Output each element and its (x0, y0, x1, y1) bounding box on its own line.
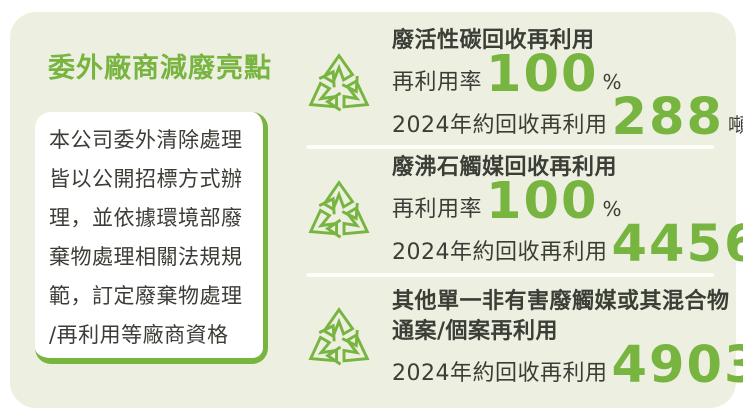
amount-line: 2024年約回收再利用 4903 噸 (392, 335, 743, 395)
rate-value: 100 (486, 171, 599, 231)
amount-label: 2024年約回收再利用 (392, 112, 608, 138)
amount-label: 2024年約回收再利用 (392, 360, 608, 386)
amount-label: 2024年約回收再利用 (392, 239, 608, 265)
recycle-icon (296, 165, 382, 257)
recycle-icon (296, 292, 382, 384)
section-divider (306, 272, 714, 277)
stat-title: 廢活性碳回收再利用 (392, 27, 595, 53)
rate-unit: % (602, 69, 622, 94)
stat-section-zeolite-catalyst: 廢沸石觸媒回收再利用 再利用率 100 % 2024年約回收再利用 4456 噸 (296, 149, 743, 272)
stat-section-other-catalyst: 其他單一非有害廢觸媒或其混合物 通案/個案再利用 2024年約回收再利用 490… (296, 277, 743, 400)
amount-value: 4903 (611, 335, 743, 395)
page-title: 委外廠商減廢亮點 (48, 53, 272, 84)
amount-value: 288 (611, 87, 724, 147)
rate-label: 再利用率 (392, 69, 483, 95)
recycle-icon (296, 38, 382, 130)
rate-value: 100 (486, 44, 599, 104)
rate-line: 再利用率 100 % (392, 44, 743, 104)
rate-label: 再利用率 (392, 196, 483, 222)
stat-title: 廢沸石觸媒回收再利用 (392, 154, 618, 180)
rate-line: 再利用率 100 % (392, 171, 743, 231)
rate-unit: % (602, 196, 622, 221)
amount-unit: 噸 (727, 112, 743, 137)
amount-value: 4456 (611, 214, 743, 274)
amount-line: 2024年約回收再利用 288 噸 (392, 87, 743, 147)
section-divider (306, 145, 714, 150)
description-text: 本公司委外清除處理 皆以公開招標方式辦 理，並依據環境部廢 棄物處理相關法規規 … (49, 128, 243, 347)
stat-text-block: 廢沸石觸媒回收再利用 再利用率 100 % 2024年約回收再利用 4456 噸 (392, 153, 743, 274)
stat-title-line2: 通案/個案再利用 (392, 318, 559, 344)
stat-text-block: 其他單一非有害廢觸媒或其混合物 通案/個案再利用 2024年約回收再利用 490… (392, 287, 743, 395)
amount-line: 2024年約回收再利用 4456 噸 (392, 214, 743, 274)
description-card: 本公司委外清除處理 皆以公開招標方式辦 理，並依據環境部廢 棄物處理相關法規規 … (35, 112, 268, 364)
stat-section-activated-carbon: 廢活性碳回收再利用 再利用率 100 % 2024年約回收再利用 288 噸 (296, 22, 743, 145)
stat-text-block: 廢活性碳回收再利用 再利用率 100 % 2024年約回收再利用 288 噸 (392, 26, 743, 147)
stat-title: 其他單一非有害廢觸媒或其混合物 (392, 288, 730, 314)
stats-column: 廢活性碳回收再利用 再利用率 100 % 2024年約回收再利用 288 噸 廢… (296, 12, 743, 408)
